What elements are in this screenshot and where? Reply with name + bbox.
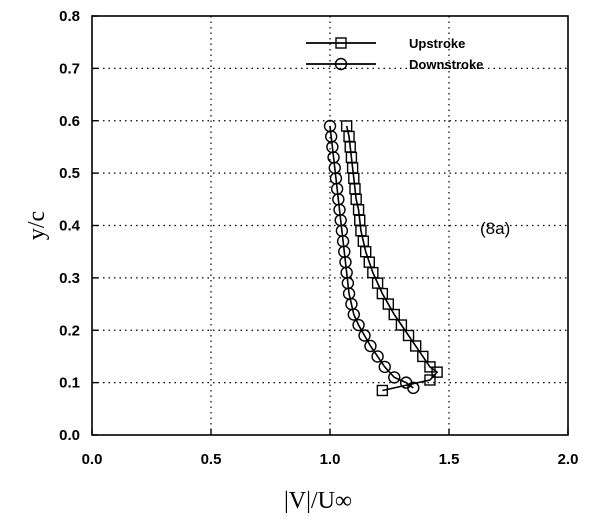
upstroke-marker — [395, 319, 408, 331]
upstroke-marker — [417, 350, 429, 363]
upstroke-legend-label: Upstroke — [409, 36, 465, 51]
upstroke-marker — [388, 308, 400, 321]
x-tick-label: 0.0 — [82, 451, 103, 468]
x-tick-label: 1.5 — [439, 451, 460, 468]
downstroke-marker — [378, 360, 391, 374]
upstroke-marker — [382, 298, 395, 310]
legend: Upstroke Downstroke — [306, 36, 483, 72]
downstroke-marker — [388, 371, 401, 384]
y-tick-label: 0.4 — [59, 218, 81, 235]
upstroke-line — [345, 125, 439, 392]
upstroke-series — [340, 120, 443, 397]
downstroke-marker — [334, 57, 348, 71]
y-tick-label: 0.3 — [59, 270, 80, 287]
upstroke-marker — [409, 340, 422, 352]
upstroke-marker — [431, 366, 443, 378]
downstroke-marker — [358, 329, 371, 342]
x-tick-label: 1.0 — [320, 451, 341, 468]
upstroke-marker — [376, 384, 389, 397]
y-tick-label: 0.7 — [59, 60, 80, 77]
y-tick-label: 0.2 — [59, 322, 80, 339]
downstroke-marker — [364, 339, 377, 353]
y-axis-label: y/c — [24, 211, 50, 240]
x-axis-label: |V|/U∞ — [284, 488, 352, 514]
downstroke-marker — [371, 350, 384, 363]
tick-marks — [91, 15, 569, 436]
upstroke-marker — [424, 374, 436, 386]
y-tick-label: 0.5 — [59, 165, 80, 182]
downstroke-line — [329, 125, 414, 389]
tick-labels: 0.0 0.5 1.0 1.5 2.0 0.0 0.1 0.2 0.3 0.4 0.5 0.6 0.7 0… — [59, 8, 578, 468]
downstroke-legend-label: Downstroke — [409, 57, 483, 72]
chart-annotation: (8a) — [480, 219, 510, 238]
y-tick-label: 0.8 — [59, 8, 80, 25]
y-tick-label: 0.6 — [59, 113, 80, 130]
upstroke-marker — [335, 37, 347, 49]
x-tick-label: 2.0 — [558, 451, 579, 468]
y-tick-label: 0.0 — [59, 427, 80, 444]
y-tick-label: 0.1 — [59, 375, 80, 392]
series-layer — [323, 119, 443, 397]
x-tick-label: 0.5 — [201, 451, 222, 468]
downstroke-marker — [407, 381, 420, 395]
downstroke-marker — [352, 318, 365, 332]
downstroke-series — [323, 119, 420, 395]
upstroke-marker — [376, 287, 389, 300]
upstroke-marker — [402, 329, 415, 342]
downstroke-marker — [347, 308, 360, 321]
